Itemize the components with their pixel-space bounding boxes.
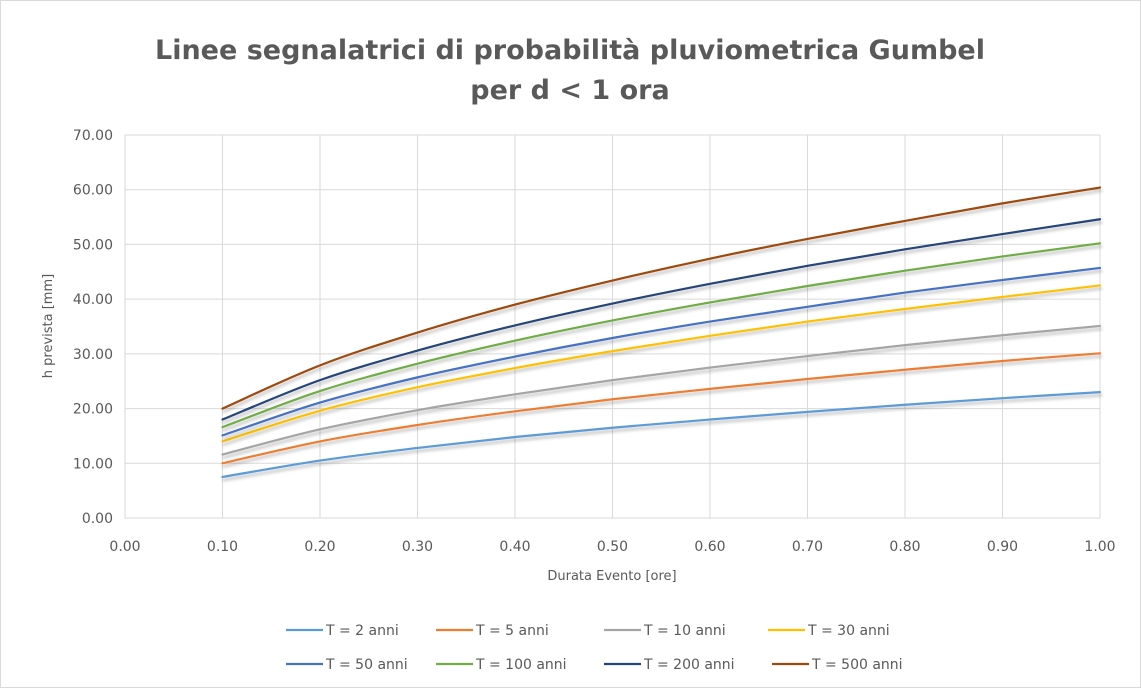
x-tick-label: 0.60 xyxy=(694,539,725,555)
series-line-7 xyxy=(221,218,1102,421)
series-line-4 xyxy=(221,284,1102,443)
x-tick-label: 0.70 xyxy=(792,539,823,555)
x-tick-label: 0.90 xyxy=(987,539,1018,555)
x-tick-label: 0.10 xyxy=(207,539,238,555)
legend-label: T = 5 anni xyxy=(475,623,549,639)
y-tick-labels: 0.00 10.00 20.00 30.00 40.00 50.00 60.00 70.00 xyxy=(73,128,113,527)
chart-title-line2: per d < 1 ora xyxy=(470,75,669,106)
legend-label: T = 50 anni xyxy=(325,657,408,673)
legend-label: T = 200 anni xyxy=(643,657,735,673)
y-tick-label: 70.00 xyxy=(73,128,113,144)
legend-label: T = 100 anni xyxy=(475,657,567,673)
x-tick-labels: 0.00 0.10 0.20 0.30 0.40 0.50 0.60 0.70 0.80 0.90… xyxy=(109,539,1115,555)
x-tick-label: 0.00 xyxy=(109,539,140,555)
x-tick-label: 0.20 xyxy=(304,539,335,555)
x-axis-label: Durata Evento [ore] xyxy=(547,569,676,584)
grid xyxy=(124,134,1101,519)
legend-label: T = 500 anni xyxy=(811,657,903,673)
x-tick-label: 0.30 xyxy=(402,539,433,555)
y-tick-label: 60.00 xyxy=(73,183,113,199)
legend-label: T = 2 anni xyxy=(325,623,399,639)
legend: T = 2 anni T = 5 anni T = 10 anni T = 30 an… xyxy=(286,623,903,673)
y-tick-label: 40.00 xyxy=(73,292,113,308)
series-line-6 xyxy=(221,242,1102,429)
y-axis-label: h prevista [mm] xyxy=(41,274,56,378)
y-tick-label: 50.00 xyxy=(73,237,113,253)
x-tick-label: 0.40 xyxy=(499,539,530,555)
x-tick-label: 0.80 xyxy=(889,539,920,555)
y-tick-label: 0.00 xyxy=(82,511,113,527)
y-tick-label: 30.00 xyxy=(73,347,113,363)
x-tick-label: 0.50 xyxy=(597,539,628,555)
legend-label: T = 30 anni xyxy=(807,623,890,639)
y-tick-label: 20.00 xyxy=(73,402,113,418)
y-tick-label: 10.00 xyxy=(73,456,113,472)
series-lines xyxy=(221,186,1102,479)
series-line-1 xyxy=(221,391,1102,479)
chart-title-line1: Linee segnalatrici di probabilità pluvio… xyxy=(155,35,985,66)
series-line-5 xyxy=(221,266,1102,437)
series-line-8 xyxy=(221,186,1102,410)
series-line-3 xyxy=(221,324,1102,456)
series-line-2 xyxy=(221,352,1102,465)
legend-label: T = 10 anni xyxy=(643,623,726,639)
x-tick-label: 1.00 xyxy=(1084,539,1115,555)
